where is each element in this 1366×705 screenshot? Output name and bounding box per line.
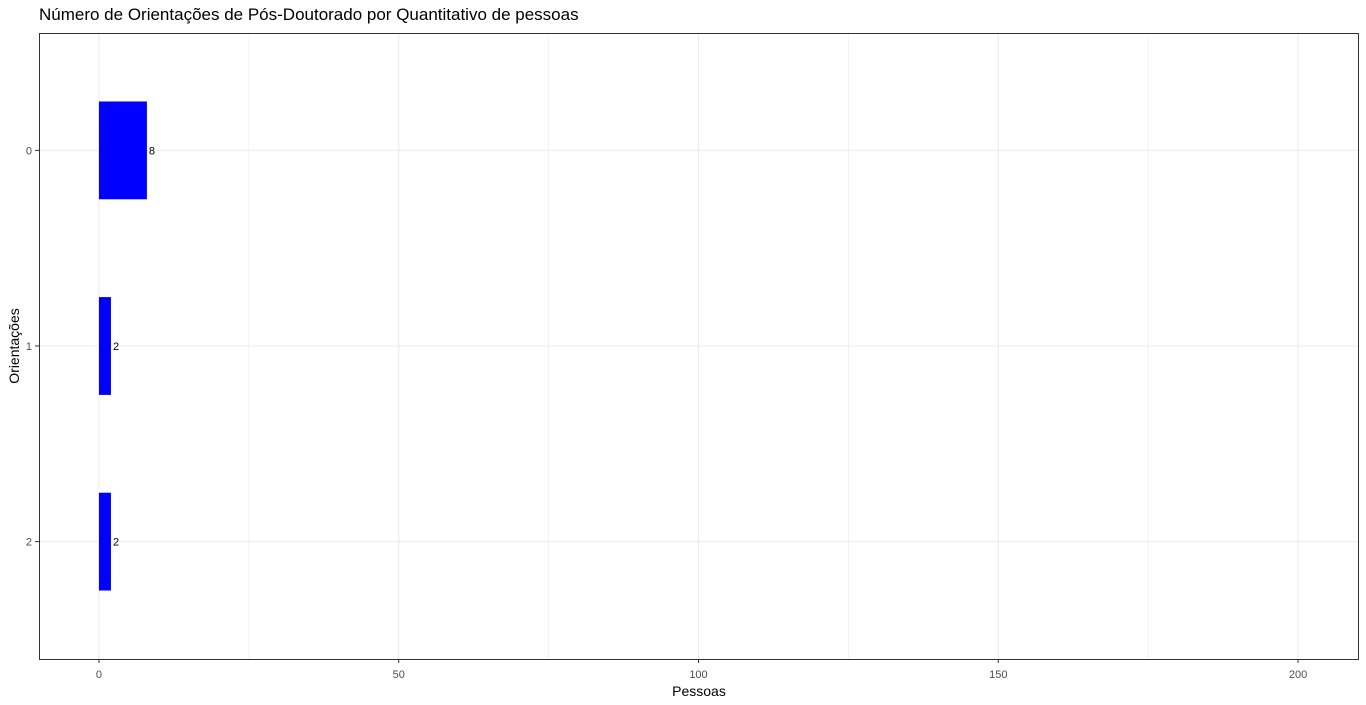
data-label: 2 xyxy=(113,341,119,353)
data-label: 2 xyxy=(113,537,119,549)
bar xyxy=(98,101,147,200)
y-tick-label: 2 xyxy=(26,537,32,549)
y-axis-ticks: 0 1 2 xyxy=(26,145,39,549)
x-tick-label: 0 xyxy=(96,669,102,681)
grid-lines xyxy=(39,33,1358,659)
bar xyxy=(98,297,111,395)
chart-title: Número de Orientações de Pós-Doutorado p… xyxy=(39,5,579,24)
bars xyxy=(98,101,147,591)
x-tick-label: 100 xyxy=(689,669,707,681)
data-label: 8 xyxy=(149,145,155,157)
x-tick-label: 50 xyxy=(393,669,405,681)
y-axis-title: Orientações xyxy=(6,308,22,383)
x-tick-label: 200 xyxy=(1289,669,1307,681)
x-tick-label: 150 xyxy=(989,669,1007,681)
y-tick-label: 0 xyxy=(26,145,32,157)
data-labels: 8 2 2 xyxy=(113,145,155,548)
bar xyxy=(98,492,111,591)
x-axis-ticks: 0 50 100 150 200 xyxy=(96,659,1307,681)
x-axis-title: Pessoas xyxy=(672,683,726,699)
y-tick-label: 1 xyxy=(26,341,32,353)
